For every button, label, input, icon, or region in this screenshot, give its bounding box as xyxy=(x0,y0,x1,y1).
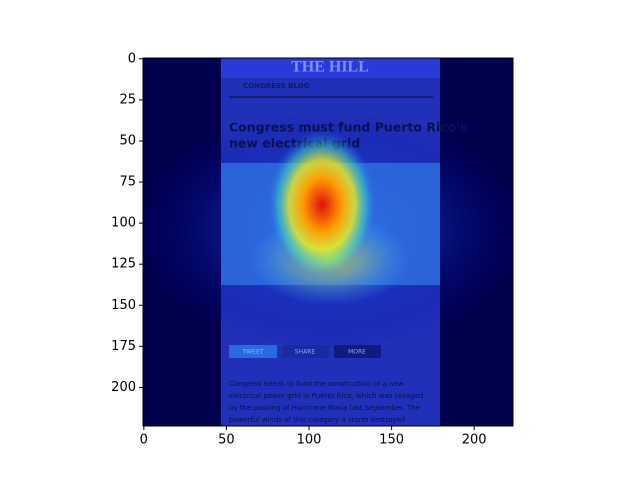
y-tick-label: 125 xyxy=(111,257,136,272)
y-tick-label: 0 xyxy=(128,51,136,66)
y-tick-label: 25 xyxy=(119,92,136,107)
axes-frame xyxy=(142,57,514,427)
y-tick-label: 200 xyxy=(111,380,136,395)
button-label: SHARE xyxy=(295,349,316,356)
body-line: Congress needs to fund the construction … xyxy=(229,380,404,388)
y-tick-label: 50 xyxy=(119,133,136,148)
section: CONGRESS BLOG xyxy=(243,82,310,90)
x-tick-label: 200 xyxy=(462,433,487,448)
x-tick-label: 150 xyxy=(379,433,404,448)
body-line: powerful winds of this category 4 storm … xyxy=(229,416,405,424)
button-label: MORE xyxy=(348,349,366,356)
y-tick-label: 150 xyxy=(111,298,136,313)
body-line: electrical power grid in Puerto Rico, wh… xyxy=(229,392,423,400)
x-tick-label: 100 xyxy=(297,433,322,448)
y-tick-label: 175 xyxy=(111,339,136,354)
body-line: by the passing of Hurricane Maria last S… xyxy=(229,404,420,412)
heatmap-image: THE HILL CONGRESS BLOG Congress must fun… xyxy=(143,58,513,426)
y-tick-label: 75 xyxy=(119,175,136,190)
button-label: TWEET xyxy=(242,349,264,356)
masthead: THE HILL xyxy=(291,59,369,76)
headline-line: Congress must fund Puerto Rico's xyxy=(229,120,468,135)
x-tick-label: 0 xyxy=(140,433,148,448)
y-tick-label: 100 xyxy=(111,216,136,231)
x-tick-label: 50 xyxy=(218,433,235,448)
